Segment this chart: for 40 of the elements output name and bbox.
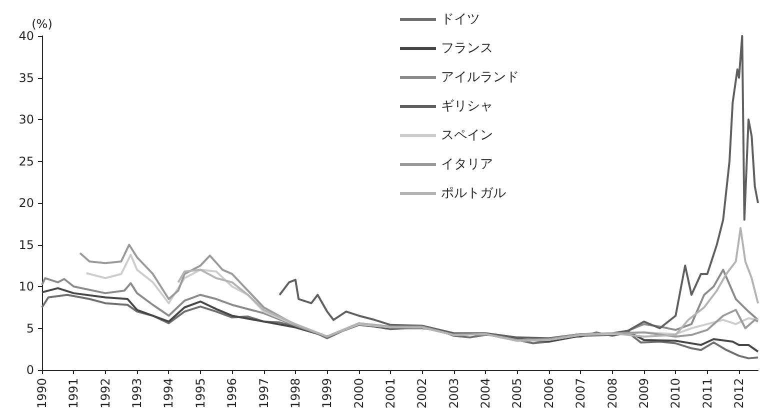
x-tick-label: 1995 — [193, 378, 208, 409]
x-tick-label: 2006 — [542, 378, 556, 409]
legend-label: ギリシャ — [441, 99, 493, 114]
x-tick-label: 2009 — [636, 378, 651, 409]
x-tick-label: 2008 — [605, 378, 620, 409]
x-tick-label: 1999 — [320, 378, 334, 409]
x-tick-label: 2007 — [574, 378, 588, 409]
legend-label: イタリア — [441, 157, 493, 172]
y-tick-label: 15 — [18, 238, 34, 252]
legend-label: ドイツ — [441, 12, 480, 27]
y-tick-label: 5 — [26, 321, 34, 336]
x-tick-label: 2003 — [446, 378, 461, 409]
y-tick-label: 0 — [26, 363, 34, 377]
legend-label: ポルトガル — [441, 186, 506, 201]
x-tick-label: 1998 — [288, 378, 302, 409]
y-axis-title: (%) — [32, 17, 52, 31]
x-tick-label: 1996 — [225, 378, 240, 409]
y-tick-label: 35 — [18, 70, 34, 85]
x-tick-label: 2005 — [510, 378, 524, 409]
x-tick-label: 1993 — [130, 378, 144, 409]
x-tick-label: 1991 — [66, 378, 81, 409]
x-tick-label: 2002 — [415, 378, 430, 409]
y-tick-label: 30 — [18, 112, 34, 126]
y-tick-label: 20 — [18, 196, 34, 210]
legend-label: フランス — [441, 41, 493, 56]
x-tick-label: 2004 — [478, 378, 493, 409]
x-tick-label: 1994 — [162, 378, 176, 409]
legend-label: アイルランド — [441, 70, 519, 85]
y-tick-label: 40 — [18, 29, 34, 43]
y-tick-label: 25 — [18, 154, 34, 168]
x-tick-label: 2010 — [668, 378, 683, 409]
x-tick-label: 1990 — [35, 378, 49, 409]
x-tick-label: 1992 — [98, 378, 112, 409]
y-tick-label: 10 — [18, 280, 34, 294]
legend-label: スペイン — [441, 128, 493, 143]
x-tick-label: 2011 — [700, 378, 714, 409]
x-tick-label: 2000 — [352, 378, 366, 409]
x-tick-label: 1997 — [256, 378, 271, 409]
x-tick-label: 2012 — [732, 378, 746, 409]
x-tick-label: 2001 — [383, 378, 398, 409]
